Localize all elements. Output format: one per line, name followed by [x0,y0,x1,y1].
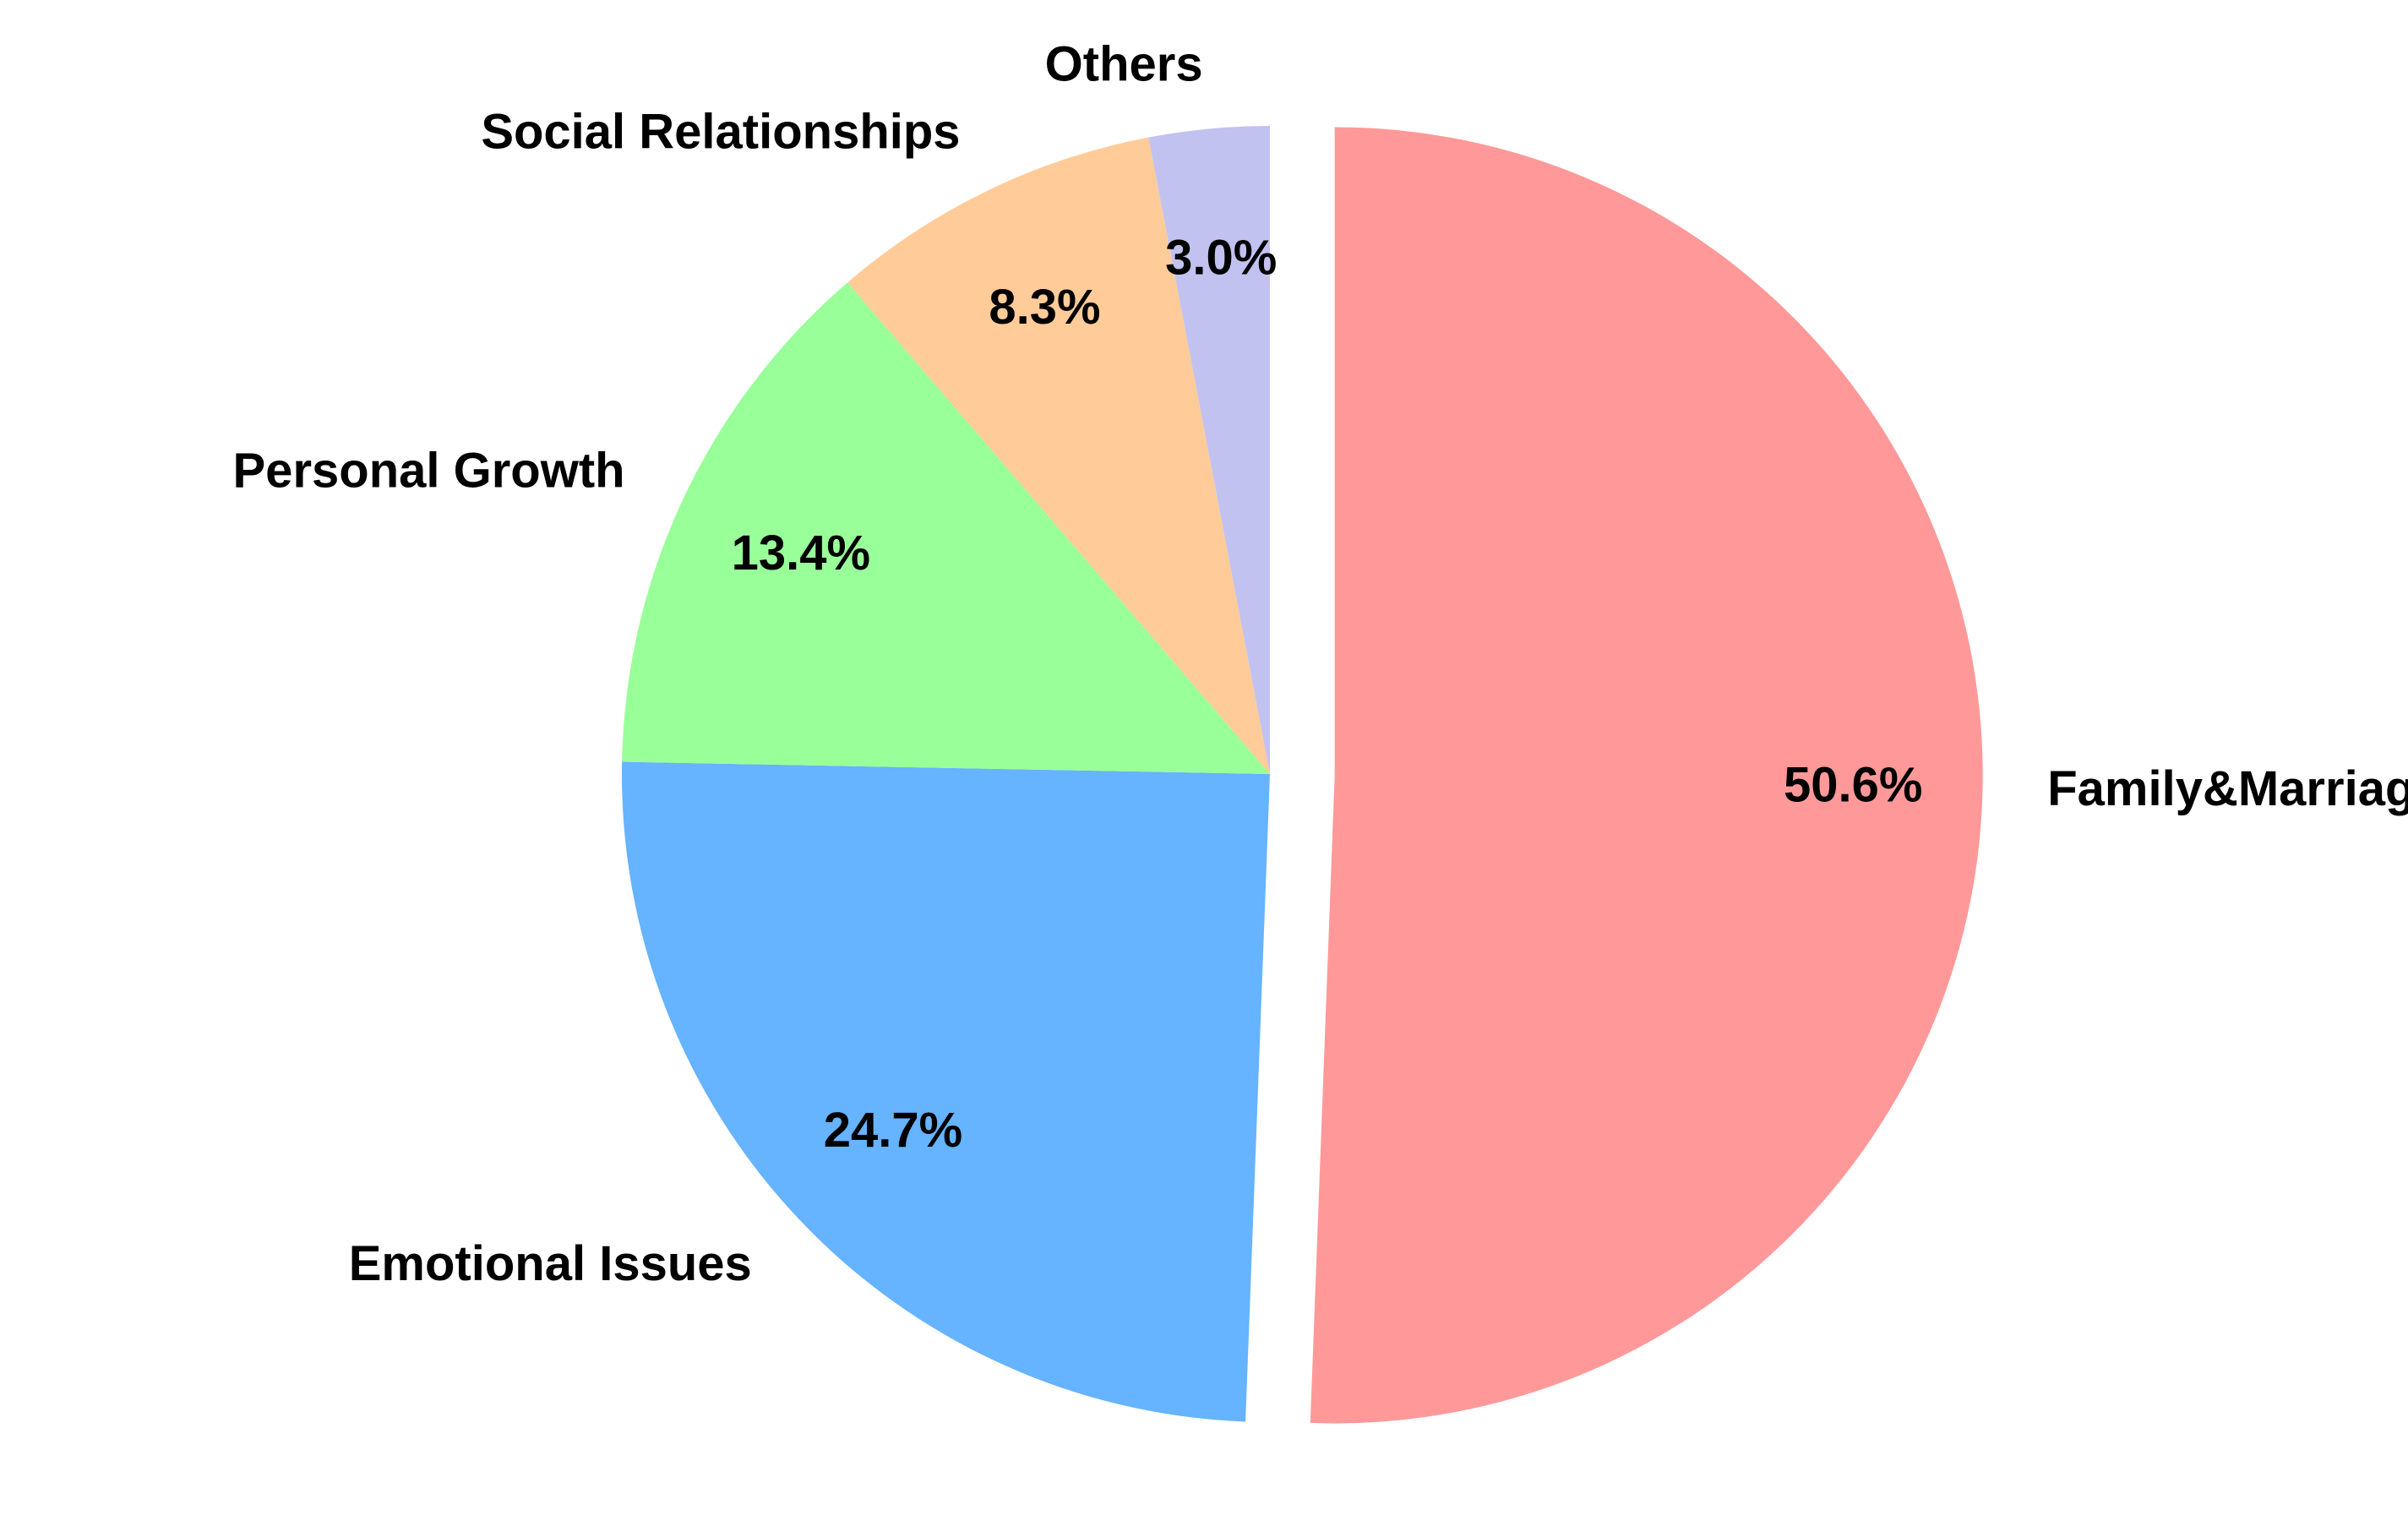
pie-slice-family-marriage [1310,127,1983,1424]
slice-label-emotional-issues: Emotional Issues [349,1236,752,1291]
pie-slice-personal-growth [622,282,1270,774]
labels-layer: 50.6% Family&Marriage 24.7% Emotional Issue… [233,37,2408,1291]
slice-label-others: Others [1045,37,1203,92]
pct-label-family-marriage: 50.6% [1784,758,1922,813]
pie-slice-emotional-issues [621,761,1270,1422]
pie-slice-others [1148,126,1270,774]
slices-layer [621,126,1983,1424]
pct-label-personal-growth: 13.4% [732,526,870,581]
pct-label-emotional-issues: 24.7% [824,1103,962,1158]
pie-slice-social-relationships [847,137,1270,774]
pct-label-others: 3.0% [1165,231,1277,286]
slice-label-family-marriage: Family&Marriage [2047,761,2408,816]
slice-label-social-relationships: Social Relationships [481,105,960,160]
pct-label-social-relationships: 8.3% [989,280,1100,335]
slice-label-personal-growth: Personal Growth [233,443,625,498]
